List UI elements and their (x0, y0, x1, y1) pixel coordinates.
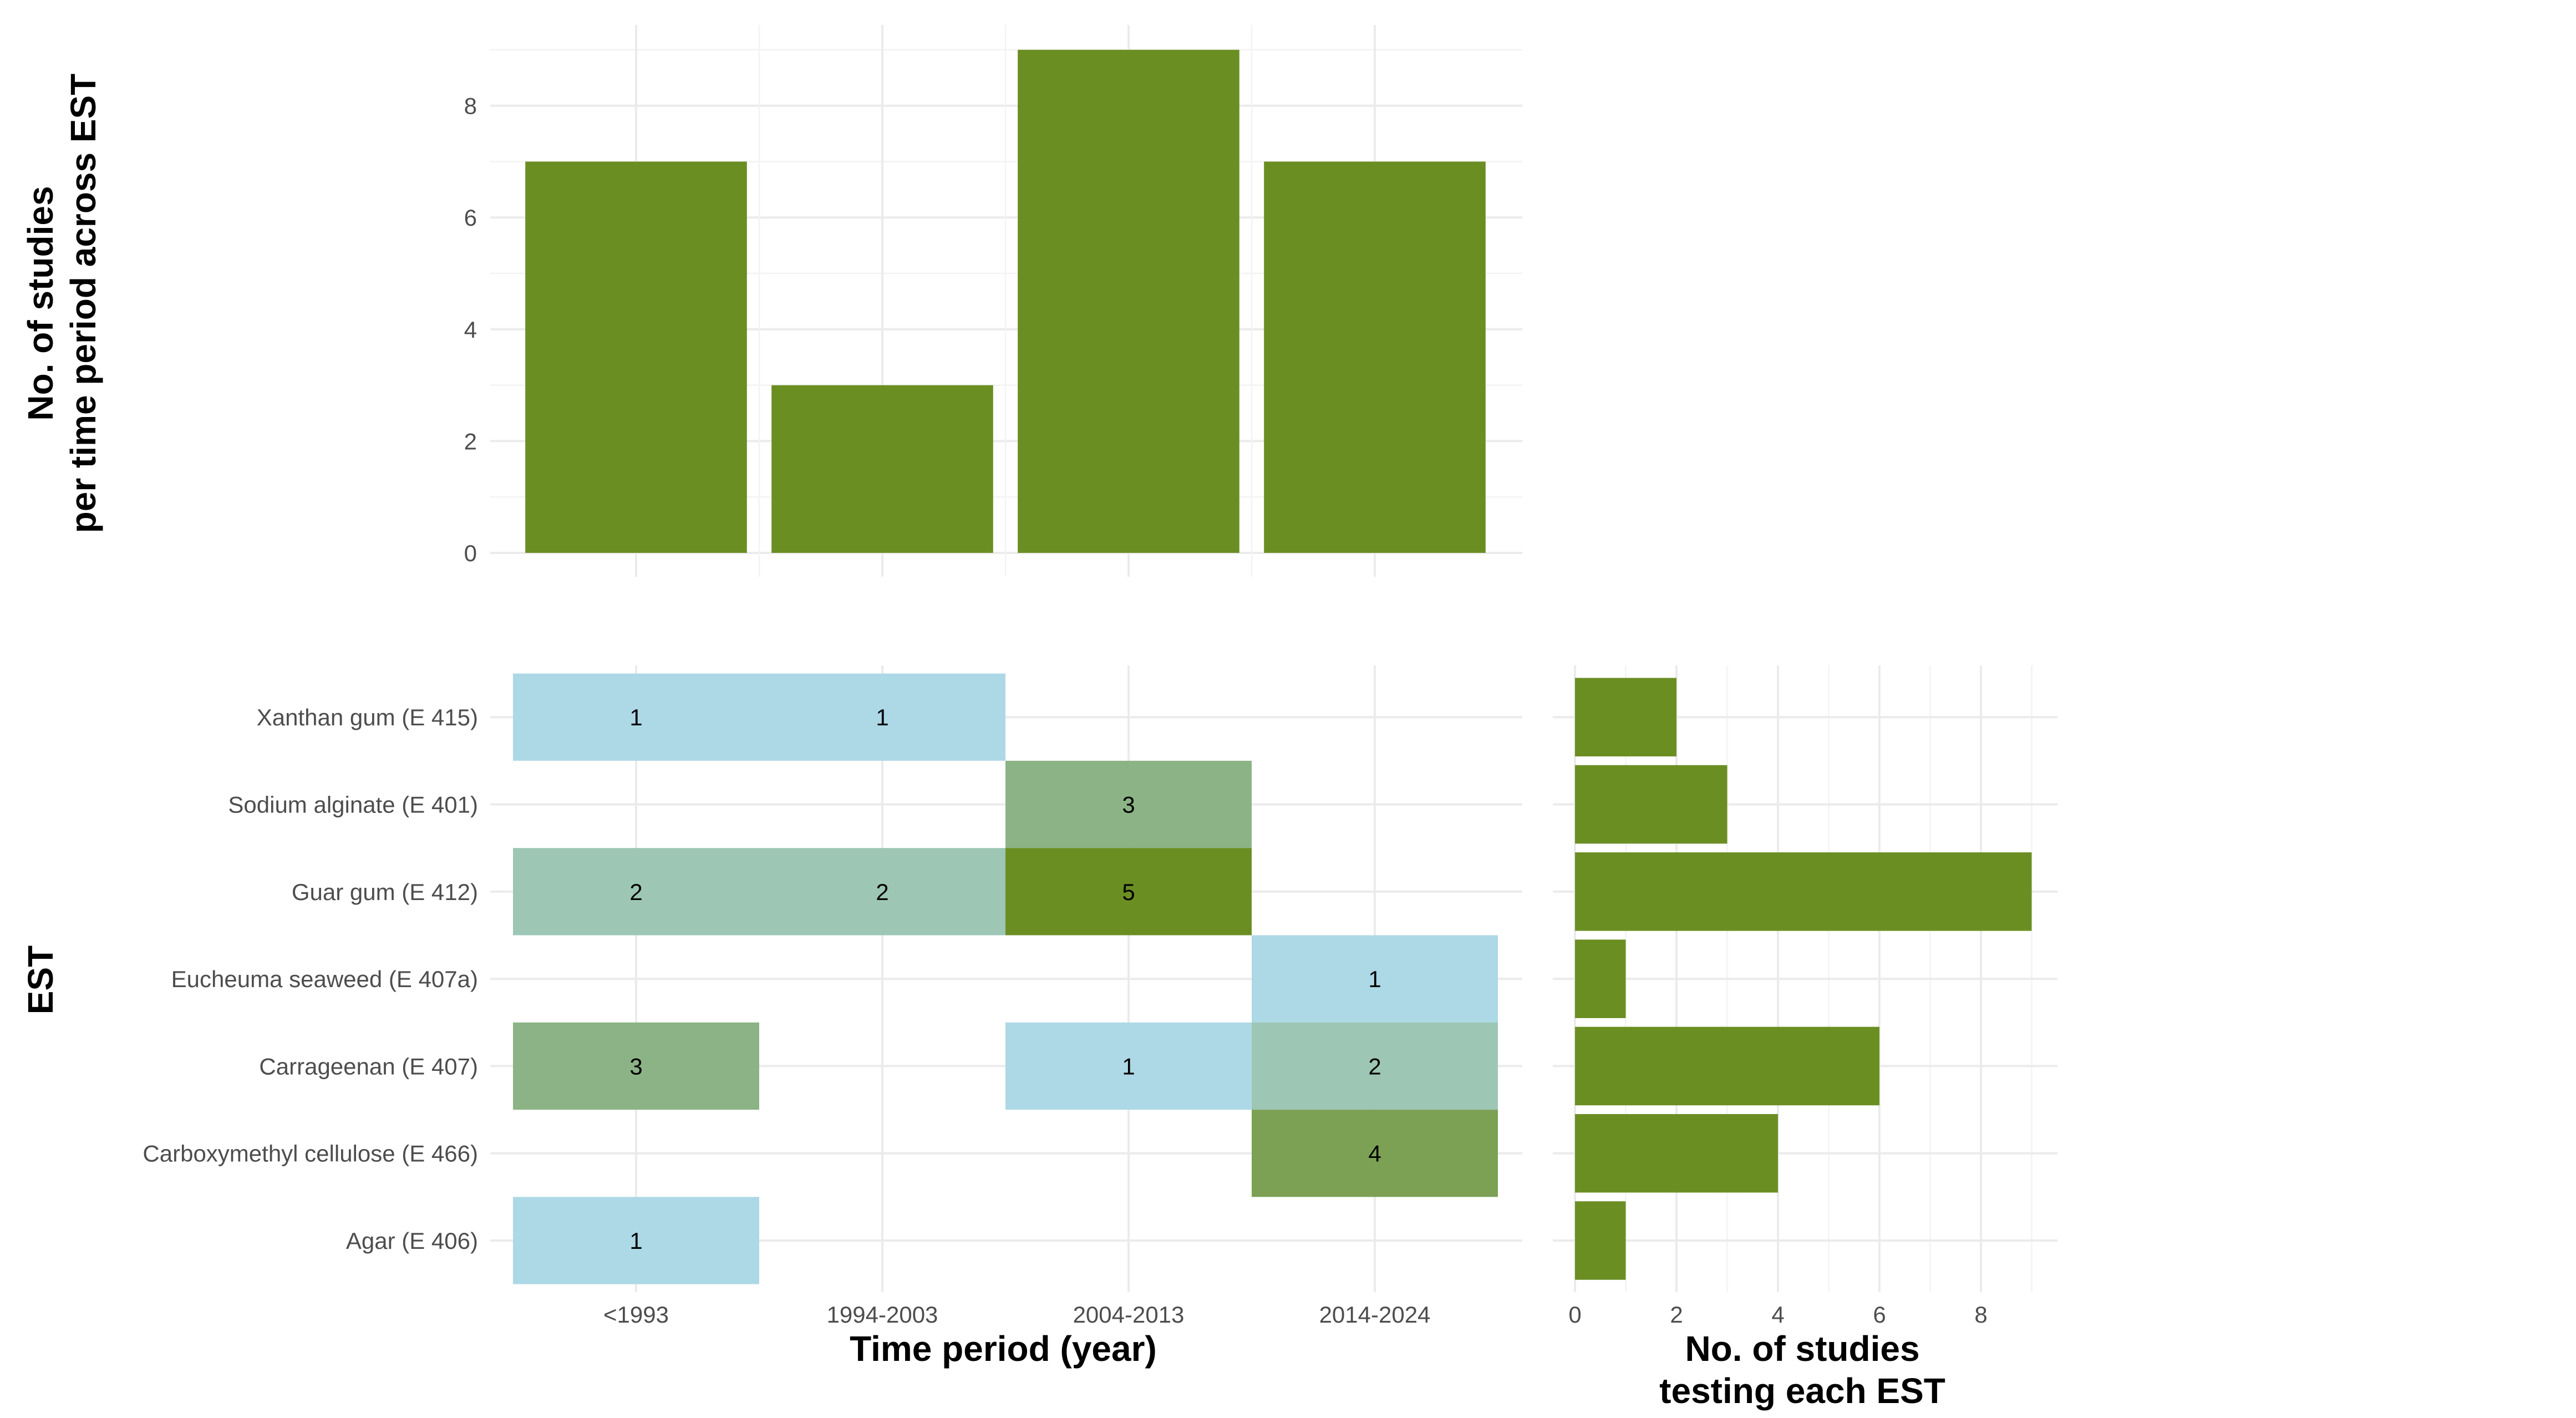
heatmap-cell-label: 1 (629, 1228, 642, 1254)
top-bar (1018, 49, 1239, 553)
heatmap-y-tick-label: Xanthan gum (E 415) (257, 704, 478, 730)
heatmap-panel: Agar (E 406) Carboxymethyl cellulose (E 4… (143, 665, 1522, 1328)
heatmap-y-tick-label: Agar (E 406) (346, 1228, 478, 1254)
heatmap-tile (1252, 1110, 1498, 1197)
heatmap-cell-label: 1 (1122, 1053, 1135, 1079)
right-x-tick-label: 2 (1670, 1302, 1683, 1328)
right-x-axis-title-line-2: testing each EST (1659, 1371, 1945, 1411)
right-x-tick-label: 8 (1974, 1302, 1987, 1328)
heatmap-tile (1252, 935, 1498, 1023)
heatmap-cell-label: 2 (876, 879, 888, 905)
heatmap-tile (513, 673, 759, 761)
top-bar (1264, 161, 1486, 553)
right-x-tick-label: 6 (1873, 1302, 1886, 1328)
heatmap-tile (513, 848, 759, 936)
top-y-axis-title-line-1: No. of studies (21, 186, 60, 420)
top-y-tick-label: 6 (464, 205, 477, 231)
top-y-axis-title-line-2: per time period across EST (63, 74, 103, 533)
right-x-axis-title-line-1: No. of studies (1685, 1329, 1919, 1369)
right-bar (1575, 1201, 1626, 1280)
heatmap-cell-label: 5 (1122, 879, 1135, 905)
heatmap-tile (1005, 760, 1252, 848)
heatmap-cell-label: 2 (629, 879, 642, 905)
heatmap-cell-label: 1 (629, 704, 642, 730)
heatmap-tile (1252, 1022, 1498, 1110)
top-bar (771, 385, 993, 553)
right-x-tick-label: 0 (1568, 1302, 1581, 1328)
heatmap-x-axis-title: Time period (year) (850, 1329, 1157, 1369)
top-y-tick-label: 2 (464, 428, 477, 454)
heatmap-x-tick-label: <1993 (603, 1302, 669, 1328)
right-bar-panel: 0 2 4 6 8 (1553, 665, 2057, 1328)
heatmap-cell-label: 1 (876, 704, 888, 730)
heatmap-cell-label: 3 (629, 1053, 642, 1079)
right-bar (1575, 852, 2032, 931)
top-y-tick-label: 8 (464, 93, 477, 119)
right-bar (1575, 939, 1626, 1018)
heatmap-x-tick-label: 2014-2024 (1319, 1302, 1431, 1328)
top-bar-panel: 0 2 4 6 8 (464, 25, 1522, 577)
heatmap-cell-label: 3 (1122, 792, 1135, 818)
right-bar (1575, 765, 1728, 844)
top-y-tick-label: 4 (464, 317, 477, 343)
right-bar (1575, 678, 1676, 756)
heatmap-cell-label: 4 (1368, 1141, 1381, 1167)
heatmap-tile (513, 1022, 759, 1110)
heatmap-tile (513, 1197, 759, 1284)
top-bar (525, 161, 747, 553)
heatmap-y-axis-title: EST (21, 946, 60, 1014)
heatmap-tile (759, 848, 1005, 936)
heatmap-tile (759, 673, 1005, 761)
top-y-tick-label: 0 (464, 540, 477, 566)
heatmap-cell-label: 1 (1368, 966, 1381, 992)
heatmap-y-tick-label: Carboxymethyl cellulose (E 466) (143, 1141, 478, 1167)
right-x-tick-label: 4 (1771, 1302, 1784, 1328)
heatmap-y-tick-label: Guar gum (E 412) (292, 879, 478, 905)
heatmap-y-tick-label: Sodium alginate (E 401) (228, 792, 478, 818)
heatmap-x-tick-label: 2004-2013 (1073, 1302, 1185, 1328)
heatmap-y-tick-label: Eucheuma seaweed (E 407a) (171, 966, 478, 992)
heatmap-tile (1005, 848, 1252, 936)
heatmap-tile (1005, 1022, 1252, 1110)
heatmap-x-tick-label: 1994-2003 (827, 1302, 938, 1328)
heatmap-y-tick-label: Carrageenan (E 407) (259, 1053, 478, 1079)
right-bar (1575, 1114, 1778, 1193)
right-bar (1575, 1026, 1879, 1106)
heatmap-cell-label: 2 (1368, 1053, 1381, 1079)
